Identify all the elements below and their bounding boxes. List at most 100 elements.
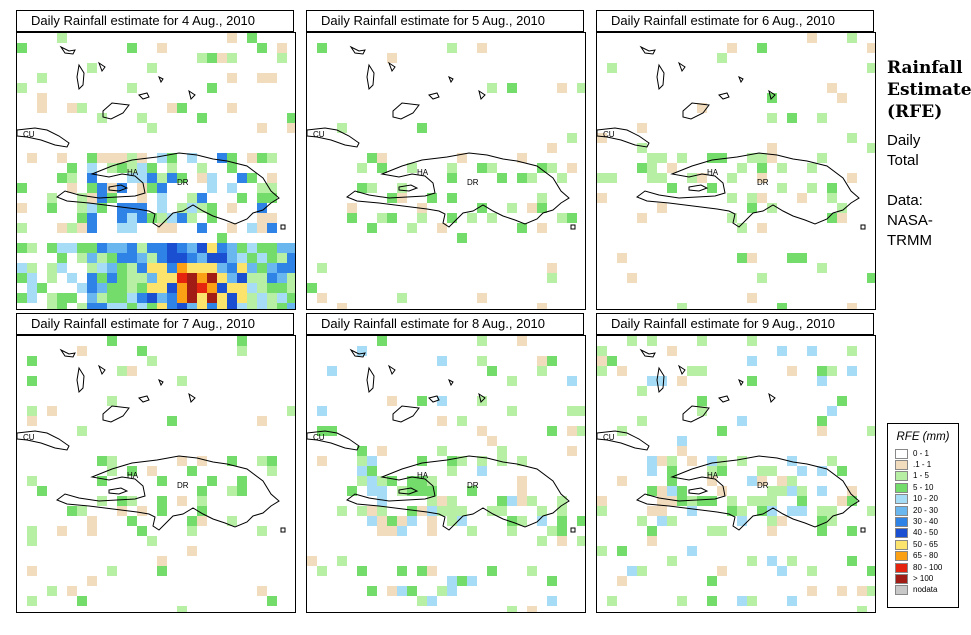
rainfall-cell: [67, 173, 77, 183]
rainfall-cell: [117, 303, 127, 309]
rainfall-cell: [157, 213, 167, 223]
rainfall-cell: [747, 376, 757, 386]
coastline-hispaniola: [635, 152, 860, 228]
rainfall-cell: [407, 476, 417, 486]
rainfall-cell: [557, 526, 567, 536]
rainfall-cell: [687, 496, 697, 506]
rainfall-cell: [747, 476, 757, 486]
country-label-haiti: HA: [417, 168, 429, 177]
rainfall-cell: [217, 293, 227, 303]
rainfall-cell: [357, 163, 367, 173]
rainfall-cell: [637, 213, 647, 223]
rainfall-cell: [317, 263, 327, 273]
rainfall-cell: [337, 556, 347, 566]
rainfall-cell: [817, 113, 827, 123]
rainfall-cell: [137, 173, 147, 183]
rainfall-cell: [87, 173, 97, 183]
rainfall-cell: [377, 153, 387, 163]
rainfall-cell: [717, 456, 727, 466]
rainfall-cell: [177, 376, 187, 386]
rainfall-cell: [377, 506, 387, 516]
rainfall-cell: [437, 356, 447, 366]
rainfall-cell: [317, 406, 327, 416]
rainfall-cell: [427, 193, 437, 203]
rainfall-cell: [647, 456, 657, 466]
rainfall-cell: [27, 273, 37, 283]
rainfall-cell: [507, 406, 517, 416]
rainfall-cell: [227, 163, 237, 173]
rainfall-cell: [57, 243, 67, 253]
rainfall-cell: [217, 233, 227, 243]
rainfall-cell: [187, 253, 197, 263]
rainfall-cell: [177, 243, 187, 253]
rainfall-cell: [867, 273, 875, 283]
rainfall-cell: [207, 203, 217, 213]
rainfall-cell: [127, 243, 137, 253]
rainfall-cell: [197, 293, 207, 303]
coastline-ant1: [570, 224, 576, 230]
rainfall-cell: [687, 506, 697, 516]
rainfall-cell: [697, 173, 707, 183]
coastline-caicos: [428, 395, 440, 403]
coastline-cuba: [17, 430, 70, 451]
rainfall-cell: [557, 173, 567, 183]
coastline-caicos: [428, 92, 440, 100]
rainfall-cell: [327, 366, 337, 376]
rainfall-cell: [447, 496, 457, 506]
rainfall-cell: [437, 416, 447, 426]
rainfall-cell: [477, 336, 487, 346]
rainfall-cell: [157, 506, 167, 516]
rainfall-cell: [467, 576, 477, 586]
legend-swatch: [895, 448, 908, 459]
rainfall-cell: [767, 113, 777, 123]
rainfall-cell: [747, 596, 757, 606]
rainfall-cell: [257, 456, 267, 466]
rainfall-cell: [267, 223, 277, 233]
rainfall-cell: [727, 43, 737, 53]
rainfall-cell: [247, 33, 257, 43]
rainfall-cell: [427, 526, 437, 536]
rainfall-cell: [187, 153, 197, 163]
rainfall-cell: [27, 536, 37, 546]
rainfall-cell: [87, 63, 97, 73]
legend-label: 80 - 100: [913, 562, 943, 572]
rainfall-cell: [217, 253, 227, 263]
coastline-bahamas3: [677, 61, 686, 73]
rainfall-cell: [67, 243, 77, 253]
rainfall-cell: [287, 273, 295, 283]
rainfall-cell: [197, 243, 207, 253]
coastline-bahamas2: [76, 63, 85, 91]
rainfall-cell: [107, 303, 117, 309]
rainfall-cell: [867, 63, 875, 73]
rainfall-cell: [357, 456, 367, 466]
rainfall-cell: [137, 506, 147, 516]
rainfall-cell: [477, 293, 487, 303]
rainfall-cell: [157, 263, 167, 273]
rainfall-cell: [287, 283, 295, 293]
rainfall-cell: [757, 153, 767, 163]
rainfall-cell: [267, 183, 277, 193]
rainfall-cell: [817, 153, 827, 163]
rainfall-cell: [257, 193, 267, 203]
rainfall-cell: [337, 123, 347, 133]
rainfall-cell: [237, 263, 247, 273]
rainfall-cell: [857, 606, 867, 612]
rainfall-map: CU HA DR: [596, 32, 876, 310]
rainfall-cell: [427, 596, 437, 606]
rainfall-cell: [737, 253, 747, 263]
legend-heading: Rainfall Estimate (RFE): [887, 57, 971, 123]
rainfall-cell: [117, 153, 127, 163]
rainfall-cell: [127, 516, 137, 526]
rainfall-cell: [67, 223, 77, 233]
rainfall-cell: [27, 356, 37, 366]
rainfall-cell: [667, 466, 677, 476]
rainfall-cell: [97, 113, 107, 123]
rainfall-cell: [397, 193, 407, 203]
rainfall-cell: [157, 193, 167, 203]
rainfall-cell: [117, 203, 127, 213]
rainfall-cell: [147, 263, 157, 273]
rainfall-cell: [637, 163, 647, 173]
rainfall-cell: [607, 356, 617, 366]
rainfall-cell: [407, 506, 417, 516]
rainfall-cell: [237, 476, 247, 486]
